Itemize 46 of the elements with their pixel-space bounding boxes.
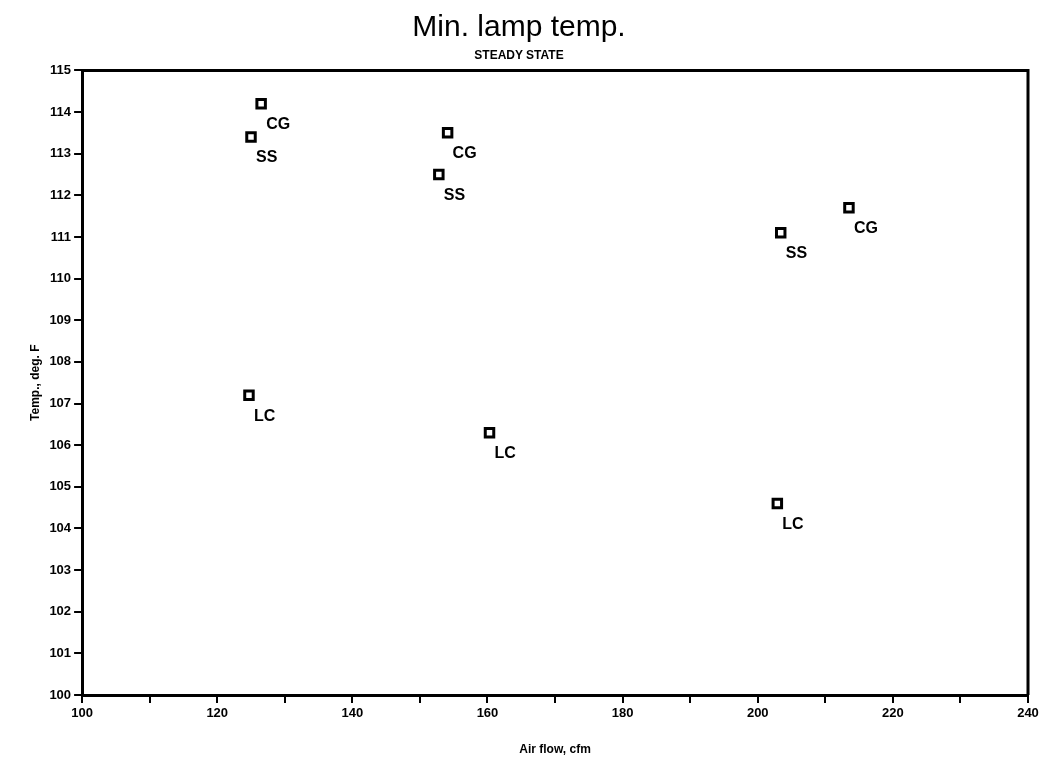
y-tick-label: 113 [50, 145, 72, 161]
point [771, 497, 784, 510]
chart-title: Min. lamp temp. [412, 9, 626, 43]
x-tick-label: 160 [476, 705, 499, 721]
y-tick-label: 114 [50, 103, 72, 119]
x-tick-label: 240 [1017, 705, 1039, 721]
x-tick-label: 140 [341, 705, 364, 721]
x-tick-label: 220 [882, 705, 904, 721]
point [433, 168, 445, 181]
text: LC [253, 406, 276, 424]
y-tick-label: 112 [50, 186, 72, 202]
y-tick-label: 104 [49, 520, 72, 536]
text: SS [785, 244, 808, 262]
series-label: LC [782, 514, 805, 532]
y-tick-label: 102 [49, 603, 72, 619]
y-tick-label: 110 [50, 270, 72, 286]
y-tick-label: 101 [49, 644, 72, 660]
y-axis-title: Temp., deg. F [27, 344, 42, 421]
series-label: SS [256, 148, 278, 166]
x-tick-label: 100 [71, 705, 93, 721]
y-tick-label: 115 [50, 61, 72, 77]
point [843, 202, 855, 214]
text: CG [266, 115, 291, 133]
y-tick-label: 108 [49, 353, 72, 369]
y-tick-label: 103 [49, 561, 72, 577]
series-label: CG [853, 219, 878, 237]
point [441, 127, 454, 139]
x-tick-label: 120 [206, 705, 229, 721]
y-tick-label: 111 [50, 228, 72, 244]
x-axis-title: Air flow, cfm [519, 742, 591, 757]
y-tick-label: 100 [49, 686, 72, 702]
point [255, 97, 267, 110]
text: LC [494, 444, 516, 462]
x-tick-label: 200 [746, 705, 769, 721]
text: CG [452, 144, 477, 162]
y-tick-label: 105 [49, 478, 72, 494]
y-tick-label: 106 [49, 436, 72, 452]
point [483, 426, 496, 439]
point [774, 227, 787, 239]
point [243, 389, 255, 401]
y-tick-label: 107 [49, 395, 72, 411]
point [245, 131, 257, 143]
x-tick-label: 180 [611, 705, 634, 721]
y-tick-label: 109 [49, 311, 72, 327]
text: SS [443, 185, 466, 203]
chart-subtitle: STEADY STATE [474, 47, 564, 62]
